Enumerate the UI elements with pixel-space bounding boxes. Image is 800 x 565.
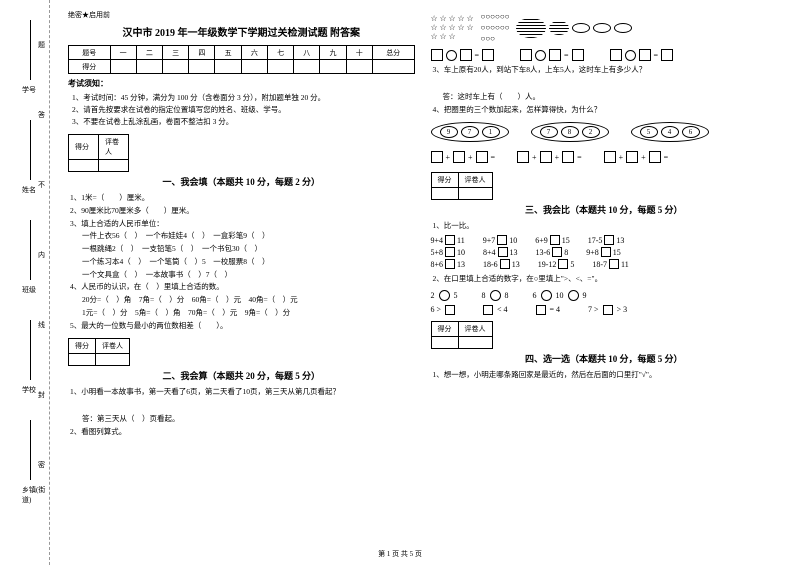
s3-title: 三、我会比（本题共 10 分，每题 5 分） [431,203,778,216]
small-score-1: 得分评卷人 [68,134,129,172]
s1-questions: 1、1米=（ ）厘米。 2、90厘米比70厘米多（ ）厘米。 3、填上合适的人民… [68,192,415,332]
s4-title: 四、选一选（本题共 10 分，每题 5 分） [431,352,778,365]
star-grid: ☆☆☆☆☆ ☆☆☆☆☆ ☆☆☆ [431,15,475,41]
bm-label-1: 姓名 [22,185,36,195]
cmp-row-2: 5+810 8+413 13-68 9+815 [431,247,778,257]
eq-row-1: = = = [431,49,778,61]
right-column: ☆☆☆☆☆ ☆☆☆☆☆ ☆☆☆ ○○○○○○○○○○○○○○○ = = = 3、… [423,10,786,550]
circle-grid: ○○○○○○○○○○○○○○○ [481,12,510,43]
binding-margin: 学号 姓名 班级 学校 乡镇(街道) 题 答 不 内 线 封 密 [0,0,50,565]
s4-q1: 1、想一想，小明走哪条路回家是最近的，然后在后面的口里打"√"。 [431,369,778,382]
oval-sets: 971 782 546 [431,122,778,142]
small-score-4: 得分评卷人 [431,321,493,349]
hint-5: 封 [38,390,45,400]
hint-2: 不 [38,180,45,190]
score-table: 题号一二 三四五 六七八 九十总分 得分 [68,45,415,74]
hint-6: 密 [38,460,45,470]
q3-answer: 答：这时车上有（ ）人。 [431,91,778,104]
q4: 4、把圈里的三个数加起来，怎样算得快，为什么？ [431,104,778,117]
notice-list: 1、考试时间：45 分钟，满分为 100 分（含卷面分 3 分），附加题单独 2… [68,92,415,128]
cmp-row-3: 8+613 18-613 19-125 18-711 [431,259,778,269]
box-sums: ++= ++= ++= [431,148,778,166]
left-column: 绝密★启用前 汉中市 2019 年一年级数学下学期过关检测试题 附答案 题号一二… [60,10,423,550]
s3-q2: 2、在口里填上合适的数字，在○里填上">、<、="。 [431,273,778,286]
s2-questions: 1、小明看一本故事书，第一天看了6页，第二天看了10页，第三天从第几页看起？ 答… [68,386,415,438]
confidential-label: 绝密★启用前 [68,10,415,20]
shape-diagram: ☆☆☆☆☆ ☆☆☆☆☆ ☆☆☆ ○○○○○○○○○○○○○○○ [431,12,778,43]
stripe-shapes [516,18,632,38]
page-footer: 第 1 页 共 5 页 [0,549,800,559]
bm-label-0: 学号 [22,85,36,95]
exam-title: 汉中市 2019 年一年级数学下学期过关检测试题 附答案 [68,24,415,39]
bm-label-2: 班级 [22,285,36,295]
s2-title: 二、我会算（本题共 20 分，每题 5 分） [68,369,415,382]
notice-title: 考试须知： [68,78,415,89]
bm-label-4: 乡镇(街道) [22,485,49,505]
cmp-row-1: 9+411 9+710 6+915 17-513 [431,235,778,245]
fill-row-1: 2 5 88 6109 [431,290,778,301]
s1-title: 一、我会填（本题共 10 分，每题 2 分） [68,175,415,188]
bm-label-3: 学校 [22,385,36,395]
q3: 3、车上原有20人，到站下车8人，上车5人，这时车上有多少人？ [431,64,778,77]
hint-3: 内 [38,250,45,260]
s3-label: 1、比一比。 [431,220,778,233]
hint-4: 线 [38,320,45,330]
small-score-2: 得分评卷人 [68,338,130,366]
hint-0: 题 [38,40,45,50]
fill-row-2: 6 > < 4 = 4 7 >> 3 [431,305,778,315]
hint-1: 答 [38,110,45,120]
page-columns: 绝密★启用前 汉中市 2019 年一年级数学下学期过关检测试题 附答案 题号一二… [50,0,800,565]
small-score-3: 得分评卷人 [431,172,493,200]
